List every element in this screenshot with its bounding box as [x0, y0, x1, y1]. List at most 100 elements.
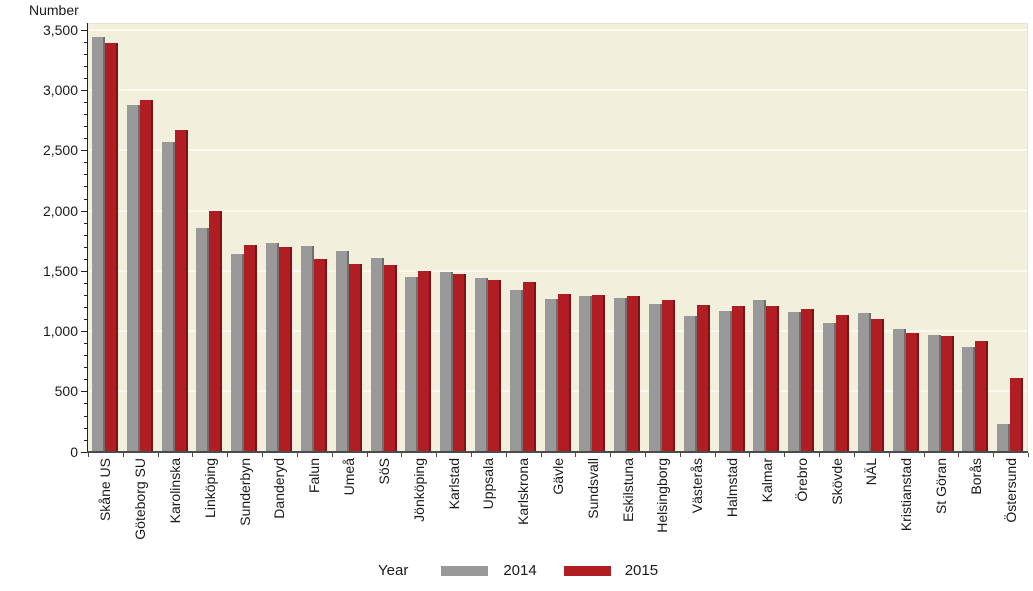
x-axis-label: Karlstad [446, 458, 462, 510]
x-axis-label: Halmstad [724, 458, 740, 518]
x-tick [784, 453, 785, 457]
bar-2014 [579, 296, 592, 452]
y-axis-line [87, 23, 88, 453]
y-tick [84, 162, 88, 163]
bar-2014 [371, 258, 384, 452]
bar-2015 [453, 274, 466, 452]
x-tick [854, 453, 855, 457]
x-axis-label: Skåne US [97, 458, 113, 522]
bar-2015 [140, 100, 153, 452]
bar-2014 [440, 272, 453, 452]
x-axis-label: Karlskrona [515, 458, 531, 525]
x-axis-label: Karolinska [167, 458, 183, 524]
bar-2015 [488, 280, 501, 452]
bar-2014 [858, 313, 871, 452]
bar-2015 [244, 245, 257, 452]
bar-2015 [766, 306, 779, 452]
y-tick [84, 259, 88, 260]
bar-2014 [231, 254, 244, 452]
x-axis-label: Jönköping [411, 458, 427, 522]
gridline [89, 209, 1027, 212]
bar-2015 [1010, 378, 1023, 452]
x-tick [924, 453, 925, 457]
y-tick-label: 0 [70, 444, 78, 460]
y-tick [84, 379, 88, 380]
x-tick [680, 453, 681, 457]
legend-swatch-2015 [563, 565, 611, 576]
x-axis-label: Sundsvall [585, 458, 601, 519]
bar-2015 [941, 336, 954, 452]
x-tick [436, 453, 437, 457]
bar-2015 [697, 305, 710, 452]
bar-2014 [753, 300, 766, 452]
bar-2014 [545, 299, 558, 452]
bar-2014 [997, 424, 1010, 452]
x-tick [401, 453, 402, 457]
y-tick [84, 440, 88, 441]
x-tick [610, 453, 611, 457]
legend-title: Year [378, 562, 409, 579]
x-axis-label: Eskilstuna [620, 458, 636, 522]
y-tick [81, 271, 88, 272]
bar-2014 [684, 316, 697, 452]
bar-2015 [384, 265, 397, 452]
y-tick [84, 416, 88, 417]
y-tick-label: 2,500 [42, 142, 78, 158]
x-axis-label: Sunderbyn [237, 458, 253, 526]
bar-2015 [592, 295, 605, 452]
x-axis-label: Danderyd [271, 458, 287, 519]
bar-2015 [662, 300, 675, 452]
legend-swatch-2014 [441, 565, 489, 576]
x-axis-label: Göteborg SU [132, 458, 148, 540]
bar-2015 [558, 294, 571, 452]
bar-2014 [928, 335, 941, 452]
bar-2014 [162, 142, 175, 452]
bar-2015 [627, 296, 640, 452]
y-tick [84, 54, 88, 55]
x-tick [993, 453, 994, 457]
bar-2015 [279, 247, 292, 452]
bar-2014 [475, 278, 488, 452]
x-tick [123, 453, 124, 457]
y-tick [81, 30, 88, 31]
x-axis-line [87, 451, 1028, 453]
y-tick [81, 331, 88, 332]
bar-2015 [314, 259, 327, 452]
y-axis-title: Number [29, 2, 79, 18]
y-tick-label: 3,500 [42, 22, 78, 38]
x-tick [819, 453, 820, 457]
bar-2014 [962, 347, 975, 452]
x-axis-label: NÄL [863, 458, 879, 486]
bar-2014 [266, 243, 279, 452]
bar-2015 [105, 43, 118, 452]
gridline [89, 88, 1027, 91]
bar-2015 [418, 271, 431, 452]
gridline [89, 28, 1027, 31]
y-tick-label: 1,000 [42, 323, 78, 339]
x-axis-label: Kalmar [759, 458, 775, 503]
bar-2014 [196, 228, 209, 452]
x-tick [506, 453, 507, 457]
y-tick [81, 211, 88, 212]
y-tick [84, 138, 88, 139]
bar-2015 [836, 315, 849, 452]
x-axis-label: Umeå [341, 458, 357, 496]
y-tick [84, 199, 88, 200]
bar-2014 [92, 37, 105, 452]
legend-label-2014: 2014 [503, 562, 537, 579]
y-tick [84, 102, 88, 103]
y-tick-label: 2,000 [42, 203, 78, 219]
gridline [89, 269, 1027, 272]
bar-2014 [788, 312, 801, 452]
bar-2014 [127, 105, 140, 452]
bar-2015 [175, 130, 188, 452]
y-tick [81, 90, 88, 91]
x-tick [541, 453, 542, 457]
x-tick [158, 453, 159, 457]
x-tick [575, 453, 576, 457]
legend: Year 2014 2015 [378, 562, 658, 579]
y-tick [84, 78, 88, 79]
y-tick [81, 150, 88, 151]
bar-2014 [893, 329, 906, 452]
y-tick [84, 307, 88, 308]
